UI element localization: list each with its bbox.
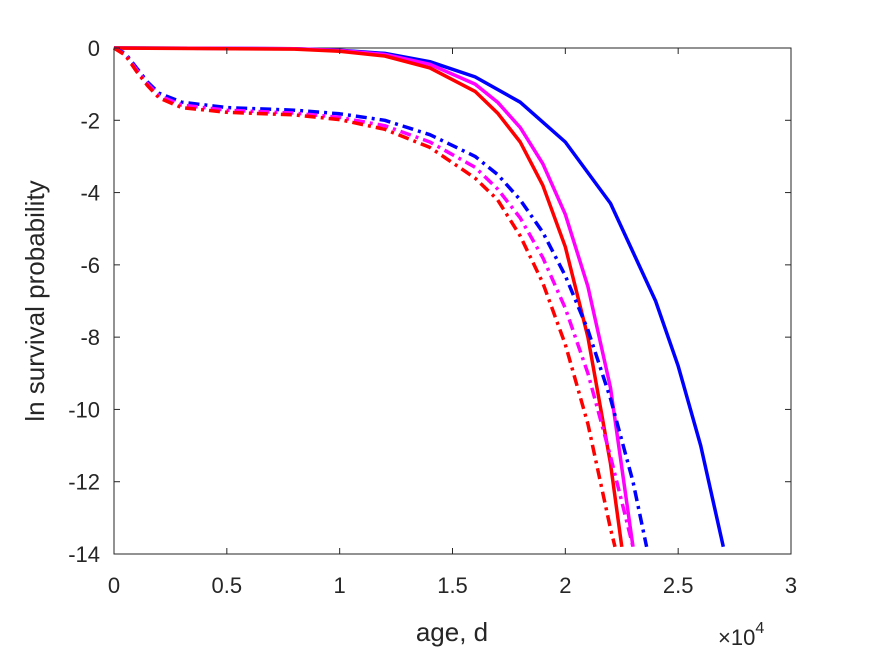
y-tick-label: -10 (68, 397, 100, 422)
x-exponent-label: ×104 (718, 620, 764, 650)
x-tick-label: 2 (559, 573, 571, 598)
series-line-6 (113, 46, 617, 548)
x-tick-label: 1.5 (437, 573, 468, 598)
x-axis-label: age, d (416, 617, 488, 647)
y-axis-label: ln survival probability (20, 180, 50, 421)
x-exponent-power: 4 (755, 620, 764, 637)
x-tick-label: 1 (334, 573, 346, 598)
x-tick-label: 3 (785, 573, 797, 598)
y-tick-label: -6 (80, 253, 100, 278)
y-tick-label: 0 (88, 36, 100, 61)
y-tick-label: -4 (80, 181, 100, 206)
axes-layer: 0 0.5 1 1.5 2 2.5 3 0 -2 -4 -6 -8 -10 -12 -14 (68, 36, 797, 598)
x-exponent-base: ×10 (718, 625, 755, 650)
x-tick-label: 0.5 (212, 573, 243, 598)
x-tick-label: 0 (108, 573, 120, 598)
plot-area (113, 47, 792, 555)
y-tick-label: -8 (80, 325, 100, 350)
y-tick-label: -12 (68, 470, 100, 495)
y-tick-label: -14 (68, 542, 100, 567)
y-tick-label: -2 (80, 108, 100, 133)
x-tick-label: 2.5 (663, 573, 694, 598)
